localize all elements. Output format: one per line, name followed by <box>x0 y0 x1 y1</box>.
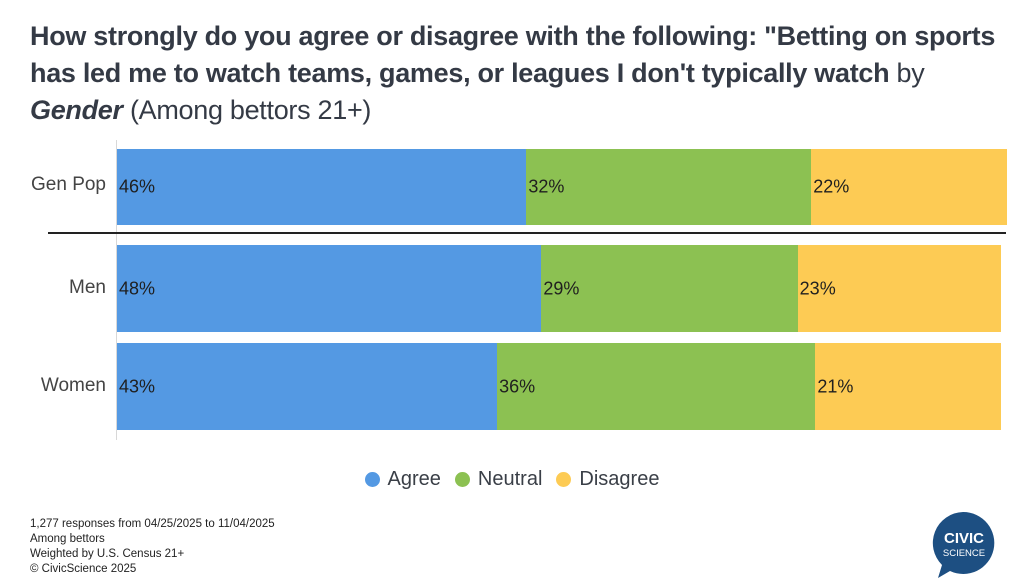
footer-responses: 1,277 responses from 04/25/2025 to 11/04… <box>30 518 275 530</box>
title-qualifier: (Among bettors 21+) <box>129 95 372 125</box>
legend-item-disagree[interactable]: Disagree <box>556 468 659 491</box>
data-label-neutral-gen-pop: 32% <box>528 176 565 197</box>
bar-row-women: 43% 36% 21% <box>117 343 1001 430</box>
title-main: How strongly do you agree or disagree wi… <box>30 21 996 88</box>
logo-text-civic: CIVIC <box>944 530 984 547</box>
data-label-disagree-men: 23% <box>799 278 836 298</box>
data-label-agree-women: 43% <box>119 376 156 396</box>
bar-segment-neutral-men[interactable]: 29% <box>541 245 798 332</box>
category-label-gen-pop: Gen Pop <box>31 174 106 195</box>
data-label-disagree-gen-pop: 22% <box>813 176 850 197</box>
data-label-disagree-women: 21% <box>817 376 854 396</box>
data-label-neutral-women: 36% <box>499 376 536 396</box>
category-label-men: Men <box>69 277 106 298</box>
bar-segment-disagree-men[interactable]: 23% <box>797 245 1001 332</box>
bar-segment-agree-women[interactable]: 43% <box>117 343 498 430</box>
title-by: by <box>896 58 925 88</box>
legend-dot-neutral <box>454 472 470 487</box>
legend-label-agree: Agree <box>387 468 441 490</box>
bar-row-men: 48% 29% 23% <box>117 245 1001 332</box>
legend-item-agree[interactable]: Agree <box>364 468 441 491</box>
civicscience-logo: CIVIC SCIENCE <box>932 511 995 578</box>
bar-segment-disagree-women[interactable]: 21% <box>815 343 1001 430</box>
footer-weighting: Weighted by U.S. Census 21+ <box>30 548 185 560</box>
speech-bubble-icon <box>932 511 995 578</box>
legend-dot-disagree <box>556 472 572 487</box>
footer-notes: 1,277 responses from 04/25/2025 to 11/04… <box>30 517 275 577</box>
bar-segment-neutral-women[interactable]: 36% <box>497 343 816 430</box>
data-label-agree-men: 48% <box>119 278 156 298</box>
legend-label-disagree: Disagree <box>579 468 660 490</box>
bar-segment-agree-gen-pop[interactable]: 46% <box>117 149 527 225</box>
footer-copyright: © CivicScience 2025 <box>30 563 137 575</box>
footer-population: Among bettors <box>30 533 105 545</box>
legend-dot-agree <box>364 472 380 487</box>
chart-title: How strongly do you agree or disagree wi… <box>30 18 1010 129</box>
title-dimension: Gender <box>30 95 123 125</box>
legend-item-neutral[interactable]: Neutral <box>454 468 543 491</box>
data-label-neutral-men: 29% <box>543 278 580 298</box>
logo-text-science: SCIENCE <box>943 548 985 559</box>
bar-row-gen-pop: 46% 32% 22% <box>117 149 1007 225</box>
category-axis-line <box>116 140 117 440</box>
category-label-women: Women <box>40 375 106 396</box>
bar-segment-neutral-gen-pop[interactable]: 32% <box>526 149 812 225</box>
legend-label-neutral: Neutral <box>477 468 543 490</box>
data-label-agree-gen-pop: 46% <box>119 176 156 197</box>
gen-pop-divider <box>48 232 1006 234</box>
bar-segment-agree-men[interactable]: 48% <box>117 245 542 332</box>
bar-segment-disagree-gen-pop[interactable]: 22% <box>811 149 1007 225</box>
legend: Agree Neutral Disagree <box>0 468 1024 491</box>
